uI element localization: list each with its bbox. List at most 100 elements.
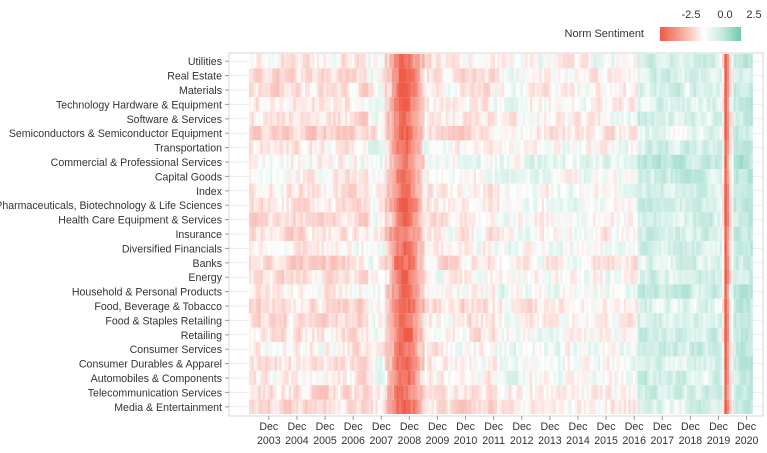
heatmap-cell bbox=[502, 198, 505, 212]
heatmap-cell bbox=[305, 371, 308, 385]
heatmap-cell bbox=[450, 371, 453, 385]
heatmap-cell bbox=[720, 284, 723, 298]
heatmap-cell bbox=[420, 155, 423, 169]
heatmap-cell bbox=[689, 342, 692, 356]
heatmap-cell bbox=[457, 342, 460, 356]
heatmap-cell bbox=[558, 97, 561, 111]
heatmap-cell bbox=[420, 140, 423, 154]
heatmap-cell bbox=[443, 112, 446, 126]
heatmap-cell bbox=[621, 54, 624, 68]
heatmap-cell bbox=[692, 126, 695, 140]
heatmap-cell bbox=[373, 68, 376, 82]
heatmap-cell bbox=[375, 54, 378, 68]
heatmap-cell bbox=[408, 54, 411, 68]
heatmap-cell bbox=[380, 270, 383, 284]
heatmap-cell bbox=[715, 198, 718, 212]
heatmap-cell bbox=[652, 270, 655, 284]
heatmap-cell bbox=[579, 241, 582, 255]
heatmap-cell bbox=[284, 97, 287, 111]
heatmap-cell bbox=[663, 299, 666, 313]
heatmap-cell bbox=[298, 299, 301, 313]
heatmap-cell bbox=[359, 313, 362, 327]
heatmap-cell bbox=[598, 97, 601, 111]
heatmap-cell bbox=[668, 83, 671, 97]
heatmap-cell bbox=[338, 241, 341, 255]
heatmap-cell bbox=[713, 256, 716, 270]
heatmap-cell bbox=[495, 54, 498, 68]
heatmap-cell bbox=[598, 299, 601, 313]
heatmap-cell bbox=[645, 227, 648, 241]
heatmap-cell bbox=[734, 97, 737, 111]
heatmap-cell bbox=[635, 256, 638, 270]
heatmap-cell bbox=[333, 356, 336, 370]
heatmap-cell bbox=[270, 227, 273, 241]
heatmap-cell bbox=[490, 68, 493, 82]
heatmap-cell bbox=[392, 371, 395, 385]
heatmap-cell bbox=[706, 227, 709, 241]
heatmap-cell bbox=[574, 356, 577, 370]
heatmap-cell bbox=[338, 140, 341, 154]
heatmap-cell bbox=[443, 184, 446, 198]
heatmap-cell bbox=[497, 256, 500, 270]
heatmap-cell bbox=[261, 371, 264, 385]
heatmap-cell bbox=[738, 169, 741, 183]
heatmap-cell bbox=[741, 256, 744, 270]
heatmap-cell bbox=[439, 328, 442, 342]
heatmap-cell bbox=[286, 241, 289, 255]
heatmap-cell bbox=[375, 68, 378, 82]
heatmap-cell bbox=[528, 313, 531, 327]
heatmap-cell bbox=[319, 299, 322, 313]
heatmap-cell bbox=[685, 155, 688, 169]
heatmap-cell bbox=[603, 256, 606, 270]
heatmap-cell bbox=[619, 68, 622, 82]
heatmap-cell bbox=[361, 198, 364, 212]
heatmap-cell bbox=[500, 256, 503, 270]
heatmap-cell bbox=[371, 155, 374, 169]
heatmap-cell bbox=[333, 155, 336, 169]
heatmap-cell bbox=[483, 97, 486, 111]
heatmap-cell bbox=[485, 284, 488, 298]
heatmap-cell bbox=[717, 313, 720, 327]
heatmap-cell bbox=[378, 227, 381, 241]
heatmap-cell bbox=[502, 54, 505, 68]
heatmap-cell bbox=[542, 155, 545, 169]
heatmap-cell bbox=[258, 212, 261, 226]
heatmap-cell bbox=[523, 212, 526, 226]
heatmap-cell bbox=[263, 356, 266, 370]
heatmap-cell bbox=[675, 198, 678, 212]
heatmap-cell bbox=[584, 241, 587, 255]
heatmap-cell bbox=[361, 83, 364, 97]
heatmap-cell bbox=[694, 328, 697, 342]
heatmap-cell bbox=[286, 198, 289, 212]
heatmap-cell bbox=[624, 83, 627, 97]
heatmap-cell bbox=[579, 83, 582, 97]
heatmap-cell bbox=[731, 83, 734, 97]
heatmap-cell bbox=[415, 198, 418, 212]
heatmap-cell bbox=[265, 198, 268, 212]
heatmap-cell bbox=[261, 284, 264, 298]
heatmap-cell bbox=[685, 54, 688, 68]
heatmap-cell bbox=[663, 241, 666, 255]
heatmap-cell bbox=[593, 140, 596, 154]
heatmap-cell bbox=[408, 169, 411, 183]
heatmap-cell bbox=[380, 126, 383, 140]
heatmap-cell bbox=[748, 328, 751, 342]
heatmap-cell bbox=[322, 198, 325, 212]
heatmap-cell bbox=[612, 198, 615, 212]
heatmap-cell bbox=[537, 184, 540, 198]
heatmap-cell bbox=[507, 342, 510, 356]
heatmap-cell bbox=[652, 328, 655, 342]
heatmap-cell bbox=[298, 169, 301, 183]
heatmap-cell bbox=[490, 241, 493, 255]
heatmap-cell bbox=[717, 328, 720, 342]
heatmap-cell bbox=[478, 112, 481, 126]
heatmap-cell bbox=[617, 241, 620, 255]
heatmap-cell bbox=[286, 112, 289, 126]
heatmap-cell bbox=[617, 328, 620, 342]
heatmap-cell bbox=[528, 212, 531, 226]
heatmap-cell bbox=[687, 83, 690, 97]
heatmap-cell bbox=[603, 371, 606, 385]
heatmap-cell bbox=[436, 284, 439, 298]
heatmap-cell bbox=[502, 328, 505, 342]
heatmap-cell bbox=[361, 212, 364, 226]
